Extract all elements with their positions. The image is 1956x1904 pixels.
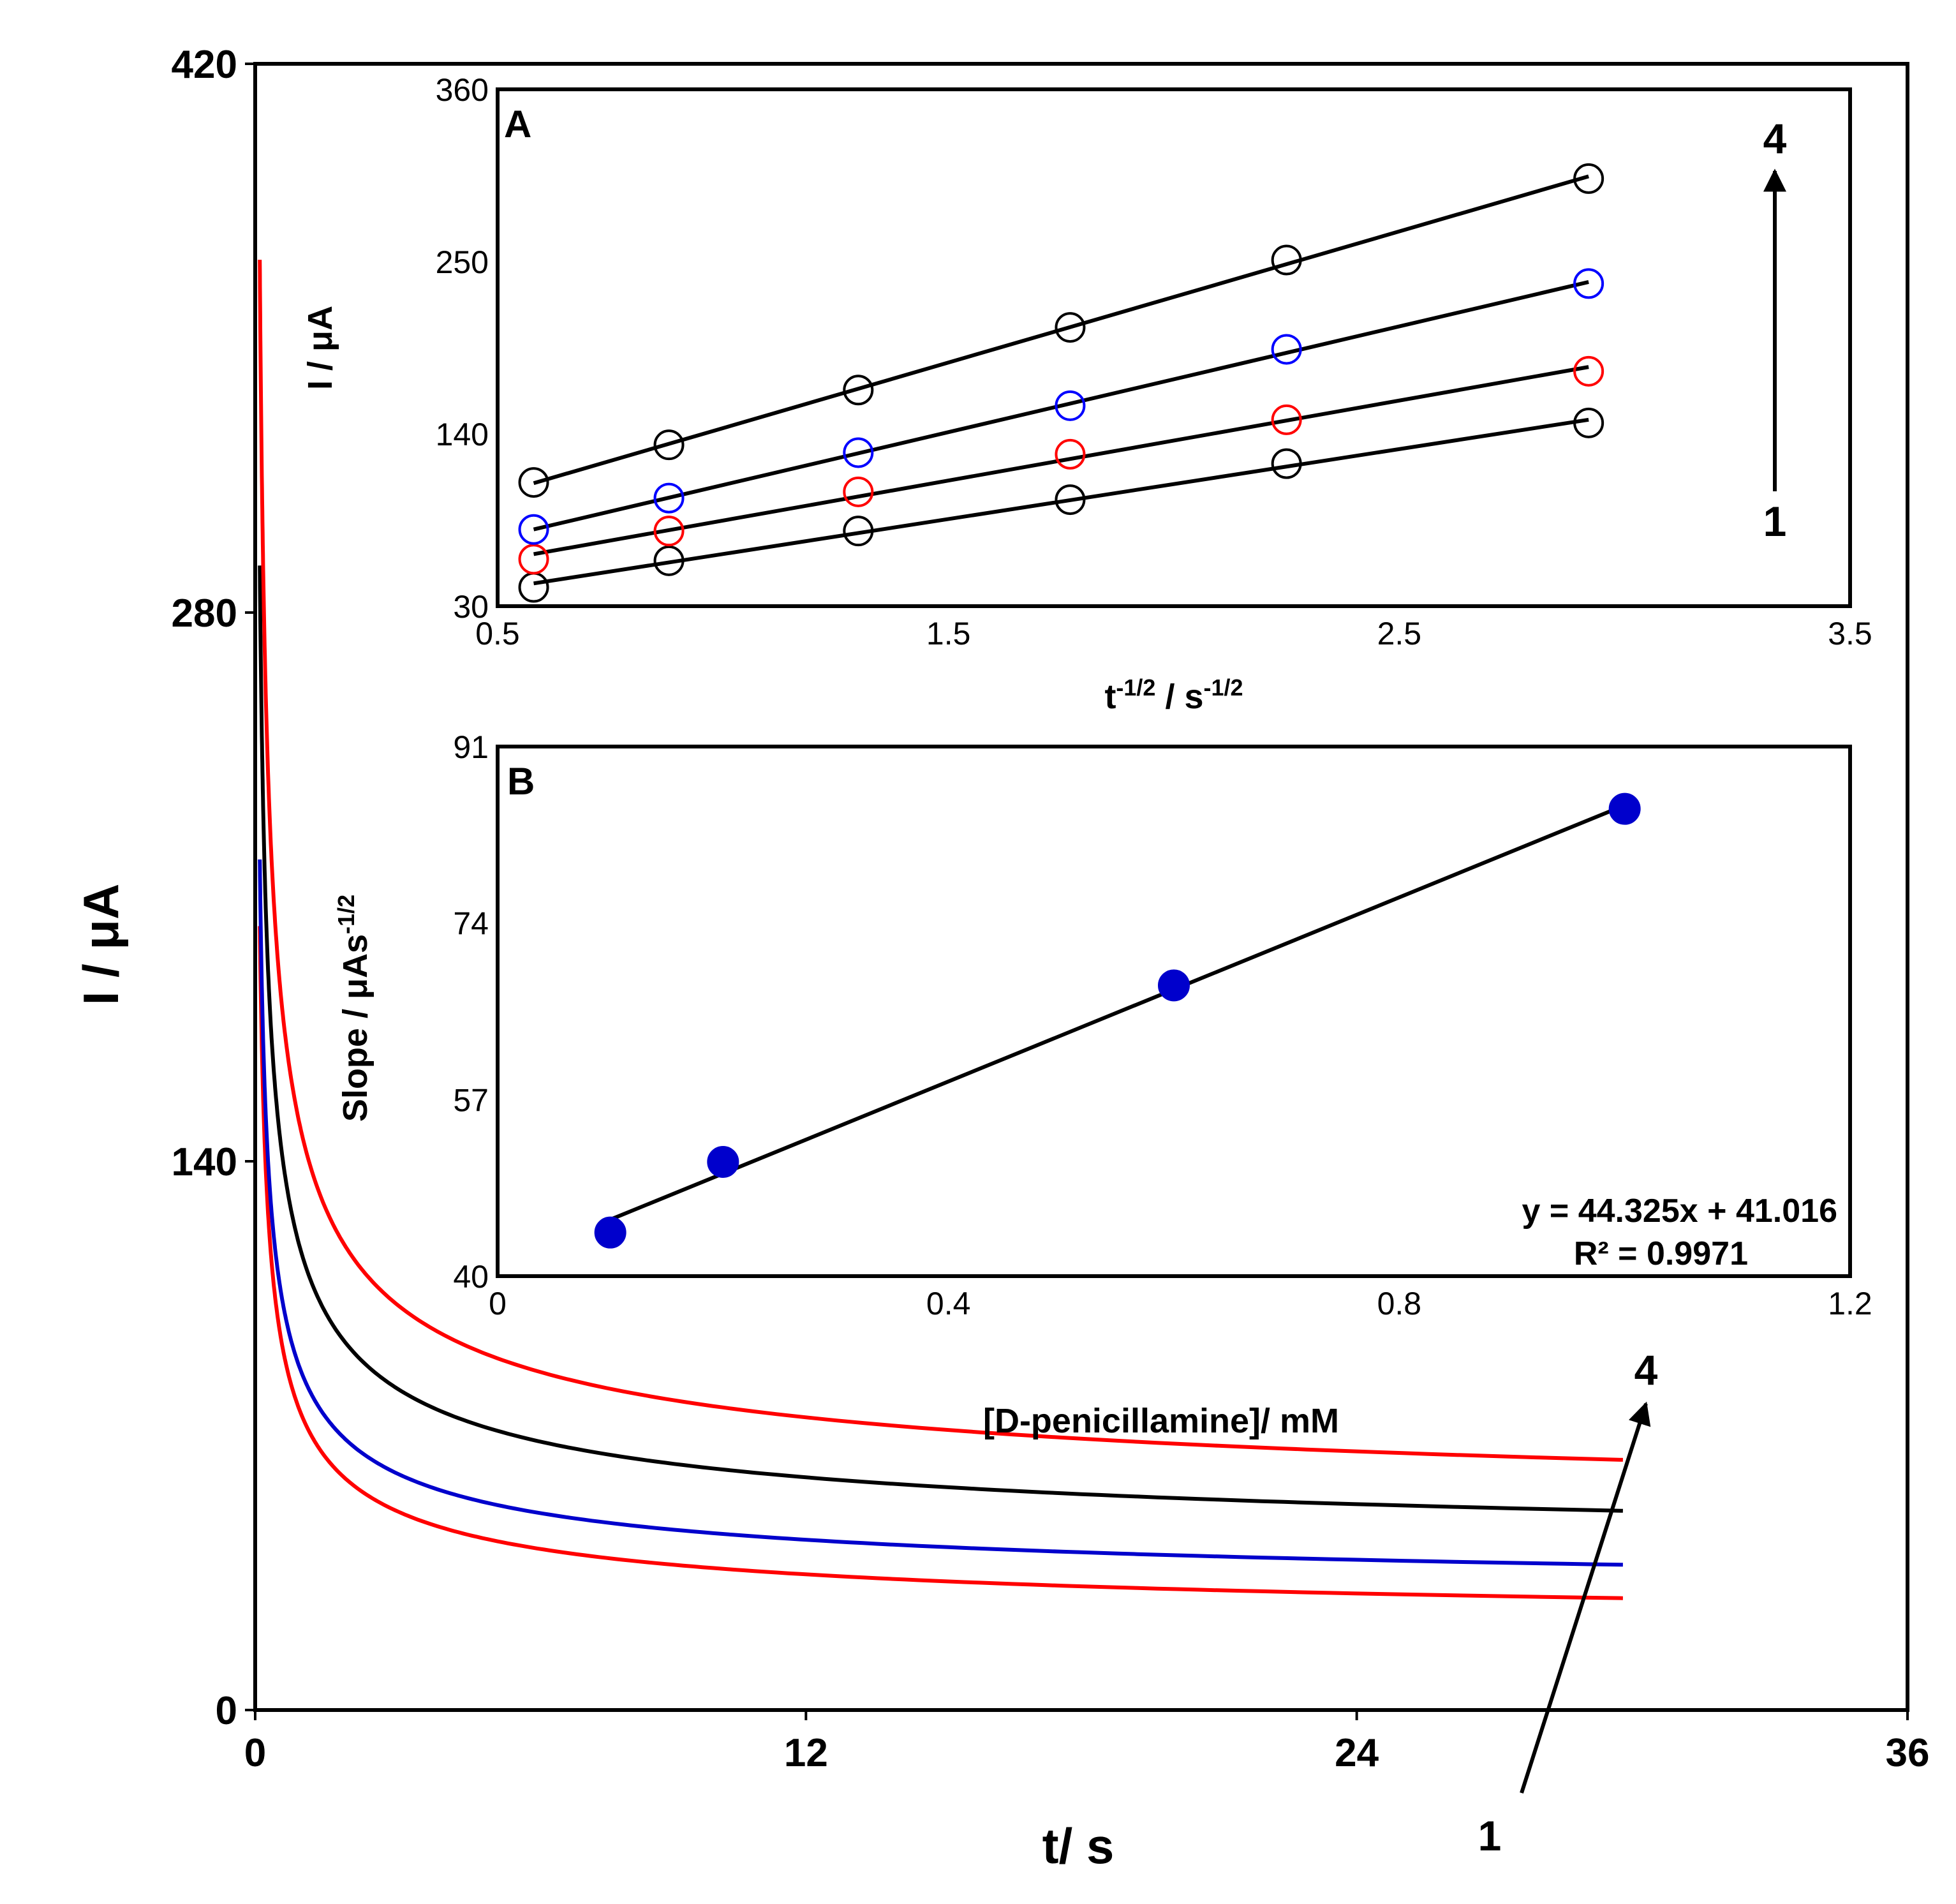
inset-a-point-s4 xyxy=(518,467,549,498)
main-y-tick-label: 140 xyxy=(172,1140,237,1184)
inset-a-y-tick-label: 250 xyxy=(436,244,489,280)
inset-b-point xyxy=(1608,792,1641,825)
main-series-2-curve xyxy=(258,859,1623,1567)
inset-b-y-axis-label: Slope / μAs-1/2 xyxy=(333,895,374,1122)
inset-a-fit-line-2 xyxy=(533,365,1589,556)
inset-b-x-axis-label: [D-penicillamine]/ mM xyxy=(983,1402,1339,1440)
main-arrow-start-label: 1 xyxy=(1478,1812,1502,1859)
main-plot-area xyxy=(253,62,1909,1712)
inset-a-point-s2 xyxy=(653,516,685,547)
inset-b-series xyxy=(594,792,1641,1249)
inset-a-x-tick-label: 3.5 xyxy=(1828,616,1872,651)
inset-a-point-s3 xyxy=(518,514,549,545)
inset-a-x-axis-label: t-1/2 / s-1/2 xyxy=(1104,674,1243,716)
main-y-tick-label: 420 xyxy=(172,43,237,87)
inset-a-point-s3 xyxy=(1573,268,1604,299)
inset-a-point-s4 xyxy=(1573,163,1604,194)
inset-a-point-s1 xyxy=(1271,448,1302,479)
inset-a-point-s2 xyxy=(518,544,549,575)
inset-b-fit-r2: R² = 0.9971 xyxy=(1574,1235,1748,1272)
inset-b-y-tick-label: 40 xyxy=(453,1259,489,1295)
inset-a-y-tick-label: 30 xyxy=(453,589,489,625)
inset-b-y-tick-label: 91 xyxy=(453,729,489,765)
inset-a-point-s3 xyxy=(653,482,685,514)
inset-a-fit-line-3 xyxy=(533,280,1589,532)
main-trend-arrow xyxy=(1520,1401,1651,1794)
inset-b-point xyxy=(594,1216,626,1249)
inset-a-x-tick-label: 0.5 xyxy=(475,616,520,651)
main-series-3-curve xyxy=(258,565,1623,1513)
inset-b-x-tick-label: 0.4 xyxy=(926,1286,971,1321)
inset-b-x-tick-label: 0.8 xyxy=(1377,1286,1422,1321)
main-y-tick-label: 280 xyxy=(172,591,237,636)
main-y-axis-label: I / μA xyxy=(73,884,129,1006)
inset-a-panel-label: A xyxy=(504,103,531,145)
inset-a-point-s1 xyxy=(1055,484,1086,516)
main-x-tick-label: 0 xyxy=(244,1731,266,1775)
inset-a-point-s3 xyxy=(1271,334,1302,365)
main-arrow-end-label: 4 xyxy=(1634,1346,1658,1394)
main-x-tick-label: 36 xyxy=(1886,1731,1930,1775)
main-x-tick-label: 24 xyxy=(1335,1731,1379,1775)
inset-a-plot-area xyxy=(496,87,1852,608)
inset-b-point xyxy=(1158,969,1190,1002)
inset-a-point-s2 xyxy=(1271,404,1302,435)
inset-b-fit-line xyxy=(609,803,1626,1222)
inset-b-y-tick-label: 57 xyxy=(453,1082,489,1118)
inset-b-plot-area xyxy=(496,745,1852,1278)
inset-a-arrow-end-label: 4 xyxy=(1763,115,1787,162)
inset-b-x-tick-label: 1.2 xyxy=(1828,1286,1872,1321)
inset-a-point-s2 xyxy=(843,476,874,507)
inset-a-ticks: 0.5 1.5 2.5 3.5 30 140 250 360 xyxy=(436,72,1872,651)
inset-a-arrow-start-label: 1 xyxy=(1763,498,1787,545)
main-x-tick-label: 12 xyxy=(784,1731,828,1775)
inset-b-fit-equation: y = 44.325x + 41.016 xyxy=(1522,1193,1837,1230)
inset-a-series xyxy=(518,163,1604,603)
inset-a-point-s4 xyxy=(1055,312,1086,343)
inset-b-point xyxy=(707,1145,739,1178)
main-series-4-curve xyxy=(258,260,1623,1462)
inset-a-x-tick-label: 2.5 xyxy=(1377,616,1422,651)
main-x-axis-label: t/ s xyxy=(1042,1818,1115,1874)
inset-a-fit-line-4 xyxy=(533,174,1589,486)
inset-b: 0 0.4 0.8 1.2 40 57 74 91 B [D-penicillamine]/ … xyxy=(333,729,1872,1440)
inset-a-fit-line-1 xyxy=(533,417,1589,586)
inset-a-point-s4 xyxy=(1271,244,1302,276)
inset-a-point-s1 xyxy=(1573,407,1604,438)
inset-a-y-axis-label: I / μA xyxy=(301,306,339,390)
inset-a-y-tick-label: 140 xyxy=(436,417,489,452)
inset-b-x-tick-label: 0 xyxy=(489,1286,507,1321)
inset-b-ticks: 0 0.4 0.8 1.2 40 57 74 91 xyxy=(453,729,1872,1321)
inset-a-point-s3 xyxy=(1055,390,1086,421)
inset-a-point-s3 xyxy=(843,437,874,468)
inset-a-point-s4 xyxy=(653,429,685,461)
inset-a-point-s2 xyxy=(1055,438,1086,470)
main-curves xyxy=(258,260,1623,1600)
inset-a-point-s2 xyxy=(1573,355,1604,387)
inset-a-y-tick-label: 360 xyxy=(436,72,489,108)
inset-a-x-tick-label: 1.5 xyxy=(926,616,971,651)
inset-a-point-s1 xyxy=(843,516,874,547)
inset-b-y-tick-label: 74 xyxy=(453,906,489,942)
inset-a-point-s1 xyxy=(653,545,685,576)
inset-b-panel-label: B xyxy=(507,760,535,803)
main-series-1-curve xyxy=(258,926,1623,1600)
main-y-tick-label: 0 xyxy=(216,1689,237,1733)
inset-a-point-s4 xyxy=(843,375,874,406)
